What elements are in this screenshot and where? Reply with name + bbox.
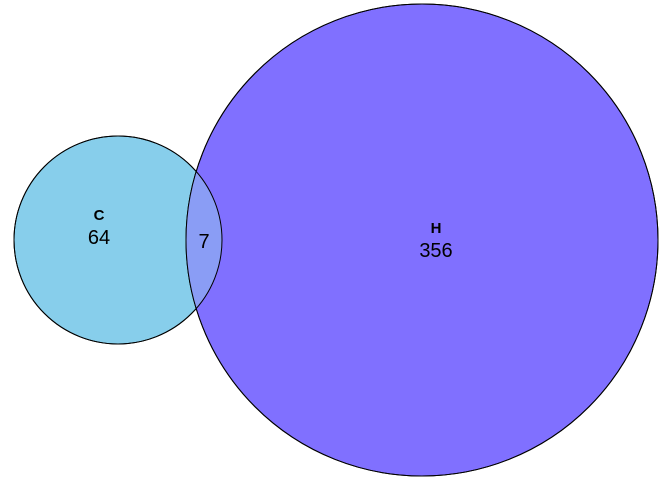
set-h-name: H xyxy=(431,220,442,237)
set-h-outline xyxy=(185,3,659,477)
set-c-name: C xyxy=(94,207,105,224)
set-c-count: 64 xyxy=(88,227,110,249)
intersection-count: 7 xyxy=(198,231,209,253)
set-c-outline xyxy=(13,135,223,345)
set-h-count: 356 xyxy=(419,240,452,262)
